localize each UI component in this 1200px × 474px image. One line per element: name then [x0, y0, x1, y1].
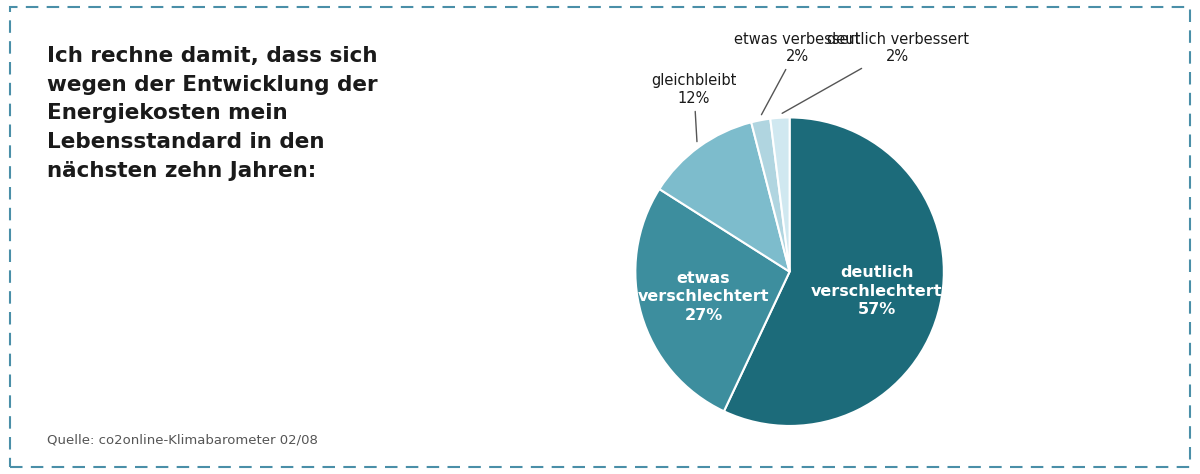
Text: Quelle: co2online-Klimabarometer 02/08: Quelle: co2online-Klimabarometer 02/08 [47, 433, 318, 447]
Text: gleichbleibt
12%: gleichbleibt 12% [652, 73, 737, 142]
Wedge shape [659, 122, 790, 272]
Text: etwas
verschlechtert
27%: etwas verschlechtert 27% [638, 271, 769, 323]
Text: deutlich
verschlechtert
57%: deutlich verschlechtert 57% [811, 265, 943, 317]
Wedge shape [751, 118, 790, 272]
Wedge shape [770, 118, 790, 272]
Text: Ich rechne damit, dass sich
wegen der Entwicklung der
Energiekosten mein
Lebenss: Ich rechne damit, dass sich wegen der En… [47, 46, 378, 181]
Text: deutlich verbessert
2%: deutlich verbessert 2% [782, 32, 968, 113]
Wedge shape [635, 189, 790, 411]
Wedge shape [724, 118, 944, 426]
Text: etwas verbessert
2%: etwas verbessert 2% [734, 32, 860, 115]
